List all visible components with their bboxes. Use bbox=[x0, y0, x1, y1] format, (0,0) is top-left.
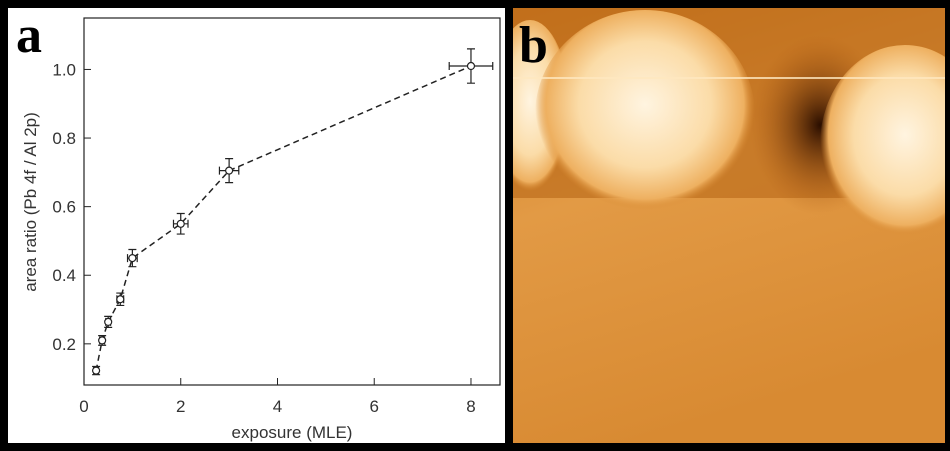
x-tick-label: 6 bbox=[369, 397, 378, 416]
y-tick-label: 1.0 bbox=[52, 60, 76, 79]
y-tick-label: 0.4 bbox=[52, 266, 76, 285]
data-point bbox=[225, 166, 234, 175]
x-tick-label: 2 bbox=[176, 397, 185, 416]
data-point bbox=[98, 336, 107, 345]
data-point bbox=[91, 366, 101, 375]
y-tick-label: 0.2 bbox=[52, 335, 76, 354]
panel-label: a bbox=[16, 7, 42, 64]
data-point bbox=[176, 219, 185, 228]
x-tick-label: 4 bbox=[273, 397, 282, 416]
data-point bbox=[466, 61, 476, 71]
y-axis-label: area ratio (Pb 4f / Al 2p) bbox=[21, 112, 40, 292]
x-tick-label: 8 bbox=[466, 397, 475, 416]
stm-image bbox=[513, 8, 945, 443]
x-axis-label: exposure (MLE) bbox=[232, 423, 353, 442]
x-tick-label: 0 bbox=[79, 397, 88, 416]
panel-label: b bbox=[519, 17, 548, 74]
plot-frame bbox=[83, 17, 501, 386]
y-tick-label: 0.8 bbox=[52, 129, 76, 148]
panel-a-background bbox=[8, 8, 505, 443]
data-point bbox=[116, 295, 125, 304]
data-point bbox=[128, 253, 137, 263]
y-tick-label: 0.6 bbox=[52, 198, 76, 217]
data-point bbox=[104, 317, 113, 326]
